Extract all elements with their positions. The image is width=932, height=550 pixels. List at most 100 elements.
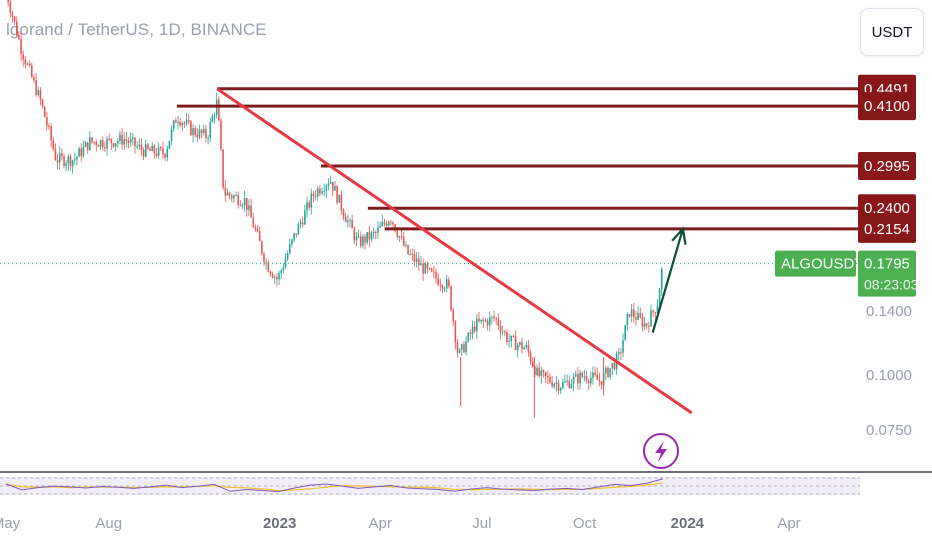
candle-body — [499, 325, 502, 333]
candle-body — [314, 195, 317, 197]
candle-body — [385, 223, 388, 226]
candle-body — [63, 156, 65, 166]
candle-body — [364, 236, 366, 243]
x-tick-label: 2024 — [671, 515, 705, 532]
candle-body — [368, 232, 371, 240]
candle-body — [147, 144, 149, 149]
candle-body — [9, 2, 12, 13]
candle-body — [200, 129, 203, 134]
candle-body — [529, 352, 532, 362]
candle-body — [639, 312, 642, 318]
candle-body — [228, 192, 231, 196]
rsi-band — [0, 477, 860, 495]
candle-body — [482, 319, 485, 322]
candle-body — [648, 325, 650, 327]
candle-body — [119, 134, 121, 142]
resistance-price-tag — [858, 214, 916, 243]
candle-body — [409, 254, 411, 256]
candle-body — [420, 263, 422, 266]
candle-body — [308, 202, 310, 208]
candle-body — [338, 194, 341, 203]
candle-body — [58, 153, 61, 163]
candle-body — [478, 318, 480, 322]
candle-body — [370, 232, 373, 240]
candle-body — [508, 341, 510, 343]
candle-body — [192, 128, 194, 135]
candle-body — [626, 314, 629, 326]
resistance-price-label: 0.2400 — [864, 200, 910, 217]
candle-body — [441, 285, 444, 289]
candle-body — [418, 258, 420, 266]
candle-body — [581, 372, 583, 377]
candle-body — [301, 222, 304, 225]
candle-body — [284, 259, 287, 268]
resistance-price-tag — [858, 92, 916, 121]
candle-body — [218, 99, 220, 121]
candle-body — [342, 210, 345, 217]
y-tick-label: 0.1400 — [866, 303, 912, 320]
candle-body — [469, 332, 472, 334]
candle-body — [198, 129, 201, 138]
candle-body — [71, 160, 74, 167]
candle-body — [222, 149, 224, 188]
candle-body — [351, 220, 353, 229]
candle-body — [280, 270, 282, 274]
candle-body — [480, 319, 482, 322]
candle-body — [544, 372, 547, 377]
candle-body — [359, 236, 362, 246]
candle-body — [172, 120, 175, 129]
candle-body — [69, 156, 72, 167]
candle-body — [598, 379, 601, 382]
candle-body — [379, 225, 381, 228]
candle-body — [411, 254, 414, 256]
candle-body — [435, 272, 437, 279]
candle-body — [153, 145, 156, 154]
candle-body — [349, 220, 351, 222]
candle-body — [553, 384, 556, 387]
candle-body — [458, 349, 461, 353]
x-tick-label: Apr — [369, 515, 392, 532]
candle-body — [633, 309, 635, 317]
symbol-tag-label: ALGOUSDT — [781, 256, 864, 273]
candle-body — [430, 268, 433, 272]
candle-body — [531, 361, 534, 367]
candle-body — [196, 134, 199, 138]
candle-body — [635, 316, 637, 320]
candle-body — [256, 229, 259, 232]
x-tick-label: May — [0, 515, 21, 532]
candle-body — [207, 137, 209, 139]
candle-body — [600, 381, 603, 386]
candle-body — [534, 366, 536, 375]
candle-body — [48, 125, 50, 127]
candle-body — [15, 21, 18, 36]
candle-body — [377, 227, 379, 233]
candle-body — [319, 188, 321, 194]
candle-body — [562, 382, 564, 389]
candle-body — [402, 236, 405, 246]
candle-body — [463, 344, 465, 353]
candle-body — [265, 262, 267, 264]
candle-body — [585, 376, 588, 381]
candle-body — [183, 123, 186, 125]
candle-body — [278, 273, 280, 280]
currency-button[interactable]: USDT — [860, 8, 924, 56]
x-tick-label: Oct — [573, 515, 597, 532]
candle-body — [559, 388, 562, 391]
candle-body — [61, 153, 63, 157]
candle-body — [617, 352, 620, 355]
candle-body — [84, 142, 87, 147]
candle-body — [65, 163, 67, 166]
x-tick-label: 2023 — [263, 515, 296, 532]
candle-body — [392, 222, 394, 225]
candle-body — [97, 145, 100, 147]
candle-body — [497, 318, 500, 326]
candle-body — [164, 154, 166, 158]
y-tick-label: 0.1000 — [866, 367, 912, 384]
candle-body — [13, 16, 16, 22]
resistance-price-label: 0.4100 — [864, 98, 910, 115]
candle-body — [605, 367, 607, 374]
candle-body — [501, 331, 504, 333]
candle-body — [452, 310, 454, 322]
candle-body — [407, 245, 409, 255]
